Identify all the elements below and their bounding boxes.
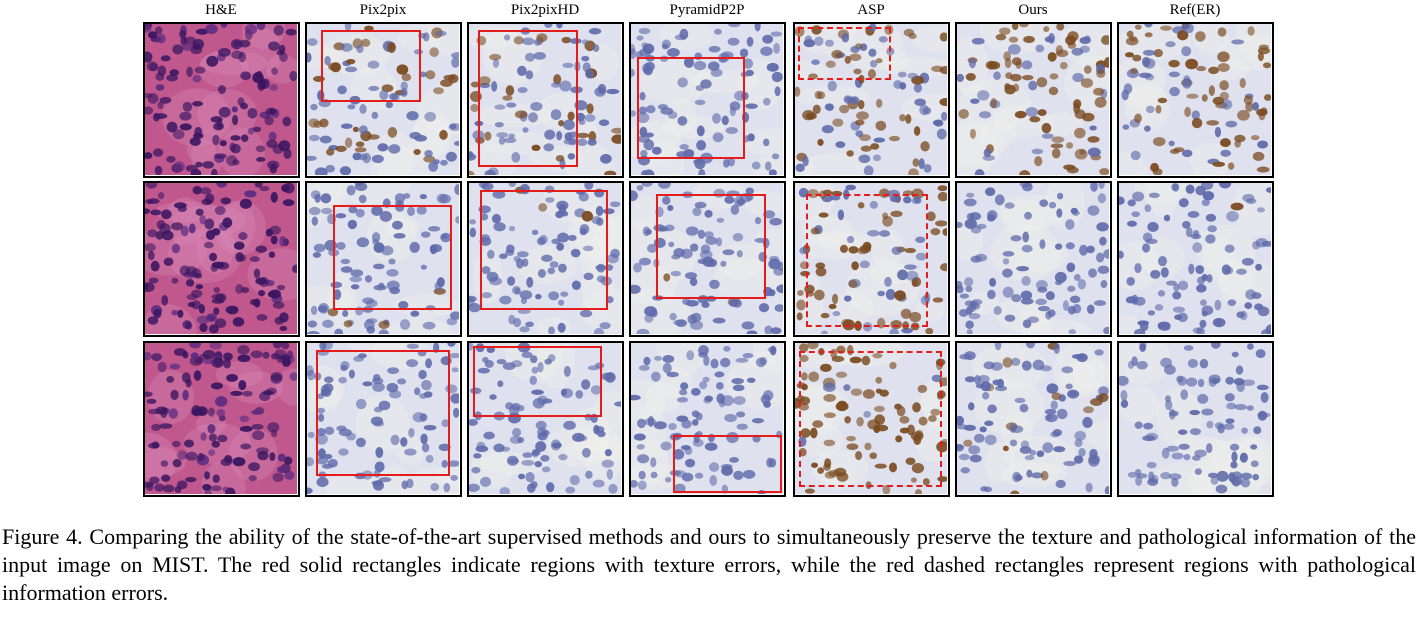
tile-ours-row3	[955, 341, 1112, 497]
column-header-pix2pix: Pix2pix	[359, 2, 407, 18]
tile-ref-er-row1	[1117, 22, 1274, 178]
tile-asp-row1	[793, 22, 950, 178]
column-header-asp: ASP	[857, 2, 885, 18]
texture-error-box	[637, 57, 745, 159]
tile-pyramidp2p-row2	[629, 181, 786, 337]
tile-he-row3	[143, 341, 300, 497]
tile-ref-er-row3	[1117, 341, 1274, 497]
texture-error-box	[656, 194, 766, 299]
column-header-pix2pixhd: Pix2pixHD	[510, 2, 580, 18]
tile-ref-er-row2	[1117, 181, 1274, 337]
tile-pix2pixhd-row2	[467, 181, 624, 337]
tile-pix2pix-row3	[305, 341, 462, 497]
texture-error-box	[480, 190, 608, 310]
texture-error-box	[473, 346, 602, 417]
tile-ours-row2	[955, 181, 1112, 337]
tile-pix2pixhd-row1	[467, 22, 624, 178]
tile-pix2pix-row2	[305, 181, 462, 337]
texture-error-box	[478, 30, 578, 167]
tile-pyramidp2p-row3	[629, 341, 786, 497]
texture-error-box	[321, 30, 421, 102]
tile-he-row2	[143, 181, 300, 337]
texture-error-box	[673, 435, 782, 493]
tile-pyramidp2p-row1	[629, 22, 786, 178]
tile-ours-row1	[955, 22, 1112, 178]
column-header-ours: Ours	[1018, 2, 1048, 18]
texture-error-box	[316, 350, 450, 476]
pathology-error-box	[798, 27, 891, 80]
texture-error-box	[333, 205, 452, 310]
column-header-pyramidp2p: PyramidP2P	[669, 2, 745, 18]
tile-asp-row3	[793, 341, 950, 497]
tile-asp-row2	[793, 181, 950, 337]
tile-he-row1	[143, 22, 300, 178]
column-header-he: H&E	[205, 2, 237, 18]
figure-caption: Figure 4. Comparing the ability of the s…	[2, 524, 1416, 605]
tile-pix2pix-row1	[305, 22, 462, 178]
column-header-ref-er: Ref(ER)	[1169, 2, 1221, 18]
pathology-error-box	[799, 351, 942, 487]
pathology-error-box	[806, 194, 928, 327]
tile-pix2pixhd-row3	[467, 341, 624, 497]
